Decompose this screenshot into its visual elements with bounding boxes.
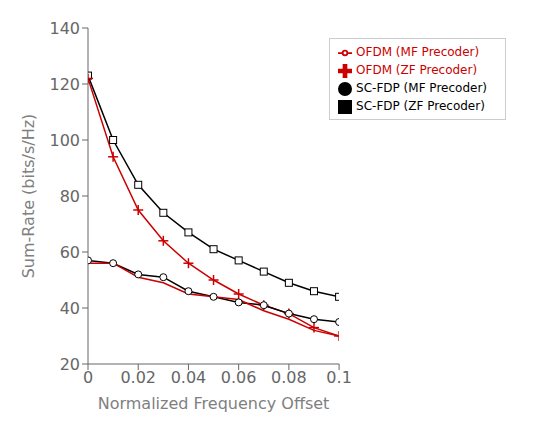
svg-text:20: 20 [60,355,80,374]
svg-text:40: 40 [60,299,80,318]
svg-text:0: 0 [83,368,93,387]
svg-text:60: 60 [60,243,80,262]
svg-text:Sum-Rate (bits/s/Hz): Sum-Rate (bits/s/Hz) [19,114,38,279]
svg-text:100: 100 [49,131,80,150]
html-text:OFDM (MF Precoder): OFDM (MF Precoder) [356,45,480,59]
svg-text:0.04: 0.04 [171,368,207,387]
svg-text:0.1: 0.1 [326,368,351,387]
svg-text:0.06: 0.06 [221,368,257,387]
svg-text:Normalized Frequency Offset: Normalized Frequency Offset [98,394,330,413]
svg-text:120: 120 [49,75,80,94]
html-text:SC-FDP (MF Precoder): SC-FDP (MF Precoder) [356,81,487,95]
svg-text:80: 80 [60,187,80,206]
svg-text:0.02: 0.02 [120,368,156,387]
svg-text:0.08: 0.08 [271,368,307,387]
html-text:OFDM (ZF Precoder): OFDM (ZF Precoder) [356,63,478,77]
svg-text:140: 140 [49,19,80,38]
html-text:SC-FDP (ZF Precoder): SC-FDP (ZF Precoder) [356,99,485,113]
